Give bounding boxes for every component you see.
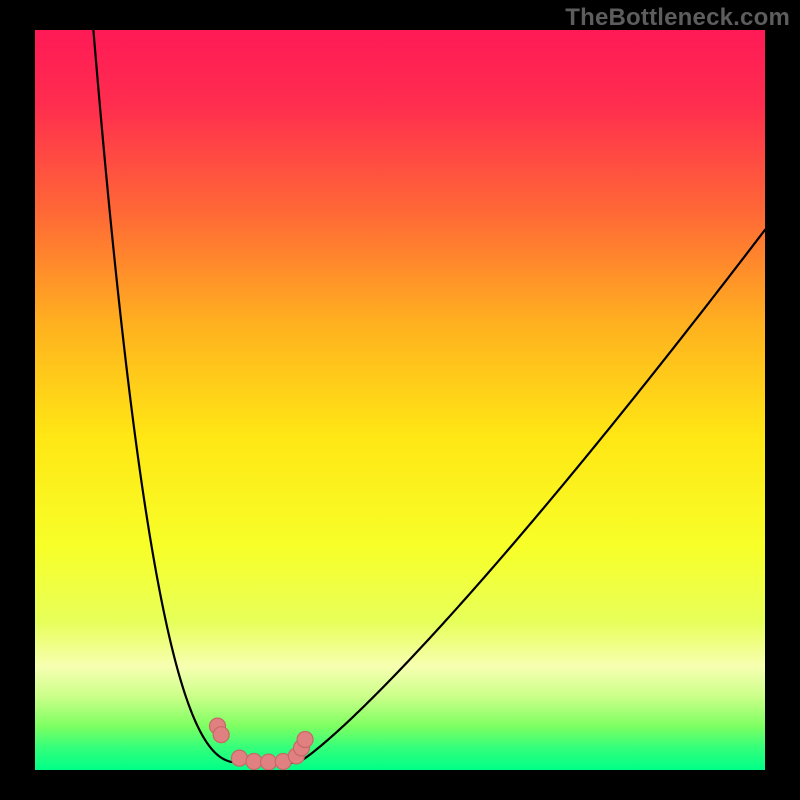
marker-point: [297, 732, 313, 748]
marker-point: [261, 754, 277, 770]
plot-area: [35, 30, 765, 770]
chart-frame: TheBottleneck.com: [0, 0, 800, 800]
marker-point: [231, 750, 247, 766]
marker-point: [213, 727, 229, 743]
marker-point: [246, 753, 262, 769]
watermark-text: TheBottleneck.com: [565, 4, 790, 32]
plot-svg: [35, 30, 765, 770]
